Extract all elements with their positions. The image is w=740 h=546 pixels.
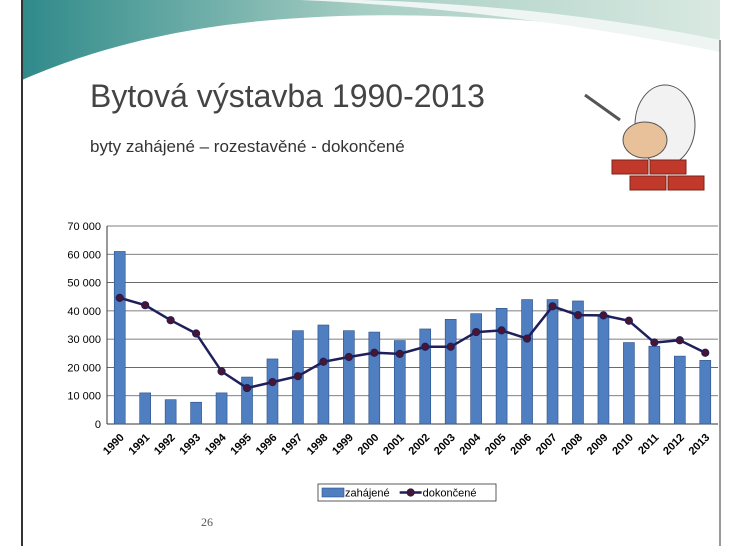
line-marker <box>573 311 583 320</box>
bar <box>572 300 584 425</box>
bar <box>215 392 228 425</box>
legend-swatch <box>321 487 345 498</box>
bar <box>419 328 432 425</box>
y-tick-label: 70 000 <box>67 221 101 233</box>
line-marker <box>675 336 684 345</box>
slide-subtitle: byty zahájené – rozestavěné - dokončené <box>90 137 405 156</box>
line <box>119 296 706 390</box>
bar <box>139 392 151 425</box>
line-marker <box>344 352 353 362</box>
bar <box>699 360 712 425</box>
y-tick-label: 10 000 <box>67 391 101 403</box>
line-marker <box>115 293 124 302</box>
bar <box>241 376 253 425</box>
line-marker <box>522 334 532 343</box>
bar <box>164 399 177 425</box>
y-tick-label: 0 <box>95 419 101 431</box>
line-marker <box>701 348 710 357</box>
y-tick-label: 40 000 <box>67 306 101 318</box>
line-marker <box>242 383 252 393</box>
line-marker <box>421 342 430 351</box>
bar <box>495 308 508 425</box>
slide-title: Bytová výstavba 1990-2013 <box>90 78 485 114</box>
line-marker <box>395 349 404 358</box>
legend-label: dokončené <box>423 488 477 500</box>
bar <box>190 401 202 425</box>
line-marker <box>268 378 277 387</box>
line-marker <box>293 372 303 381</box>
swoosh <box>300 0 720 52</box>
legend: zahájené dokončené <box>317 483 497 502</box>
y-tick-label: 20 000 <box>67 362 101 374</box>
page-number: 26 <box>201 515 213 529</box>
bar <box>470 313 482 425</box>
line-marker <box>497 326 506 335</box>
y-tick-label: 30 000 <box>67 334 101 346</box>
legend-label: zahájené <box>345 488 390 500</box>
line-marker <box>624 316 633 325</box>
bar <box>521 299 533 425</box>
line-marker <box>319 357 328 366</box>
bar <box>393 340 406 425</box>
bar <box>113 251 126 425</box>
line-marker <box>141 301 150 310</box>
bar <box>266 358 279 425</box>
clipart <box>584 84 705 191</box>
bar <box>546 299 559 425</box>
line-marker <box>472 327 481 337</box>
bar <box>368 331 381 425</box>
bar <box>343 330 355 425</box>
bar <box>597 314 610 425</box>
line-marker <box>217 367 226 376</box>
line-marker <box>370 348 379 357</box>
bar <box>674 355 686 425</box>
bar <box>317 324 330 425</box>
line-marker <box>166 316 175 325</box>
line-marker <box>446 342 455 351</box>
line-marker <box>192 329 201 338</box>
legend-swatch <box>406 488 415 497</box>
y-tick-label: 50 000 <box>67 278 101 290</box>
line-marker <box>650 338 659 347</box>
y-tick-label: 60 000 <box>67 249 101 261</box>
line-marker <box>599 311 608 320</box>
line-marker <box>548 302 557 311</box>
bar <box>648 345 661 425</box>
bar <box>623 342 635 425</box>
bar <box>444 319 457 425</box>
